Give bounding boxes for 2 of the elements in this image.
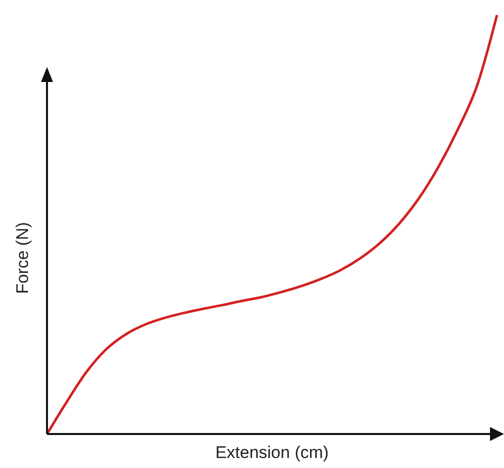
y-axis-title: Force (N): [13, 222, 33, 294]
x-axis-title: Extension (cm): [215, 443, 329, 462]
